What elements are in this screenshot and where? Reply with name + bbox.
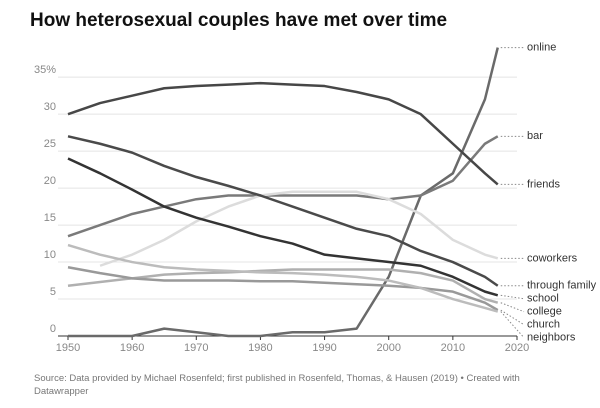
legend-label: through family bbox=[527, 280, 597, 292]
x-tick-label: 2000 bbox=[376, 342, 400, 354]
series-line bbox=[67, 135, 499, 287]
series-line bbox=[67, 243, 499, 313]
y-tick-label: 10 bbox=[44, 249, 56, 261]
leader-line bbox=[500, 311, 525, 339]
leader-line bbox=[500, 309, 525, 326]
series-line bbox=[67, 265, 499, 312]
x-tick-label: 2010 bbox=[441, 342, 465, 354]
series-line bbox=[67, 268, 499, 304]
legend-label: online bbox=[527, 42, 556, 54]
series-line bbox=[67, 157, 499, 297]
legend-label: bar bbox=[527, 130, 543, 142]
y-tick-label: 20 bbox=[44, 175, 56, 187]
series-line bbox=[67, 81, 499, 186]
legend-label: coworkers bbox=[527, 252, 578, 264]
x-tick-label: 2020 bbox=[505, 342, 529, 354]
y-tick-label: 15 bbox=[44, 212, 56, 224]
source-note: Source: Data provided by Michael Rosenfe… bbox=[34, 373, 520, 397]
x-tick-label: 1950 bbox=[56, 342, 80, 354]
series-line bbox=[67, 135, 499, 238]
legend-label: friends bbox=[527, 178, 561, 190]
x-tick-label: 1990 bbox=[312, 342, 336, 354]
legend-label: neighbors bbox=[527, 332, 576, 344]
legend-label: church bbox=[527, 319, 560, 331]
series-line bbox=[68, 47, 499, 338]
y-tick-label: 35% bbox=[34, 64, 56, 76]
series-line bbox=[99, 190, 499, 267]
leader-line bbox=[500, 302, 525, 313]
y-tick-label: 0 bbox=[50, 323, 56, 335]
legend-label: school bbox=[527, 293, 559, 305]
x-tick-label: 1970 bbox=[184, 342, 208, 354]
legend-label: college bbox=[527, 306, 562, 318]
leader-line bbox=[500, 294, 525, 300]
x-tick-label: 1960 bbox=[120, 342, 144, 354]
y-tick-label: 5 bbox=[50, 286, 56, 298]
x-tick-label: 1980 bbox=[248, 342, 272, 354]
chart-title: How heterosexual couples have met over t… bbox=[30, 10, 448, 31]
y-tick-label: 25 bbox=[44, 138, 56, 150]
y-tick-label: 30 bbox=[44, 101, 56, 113]
